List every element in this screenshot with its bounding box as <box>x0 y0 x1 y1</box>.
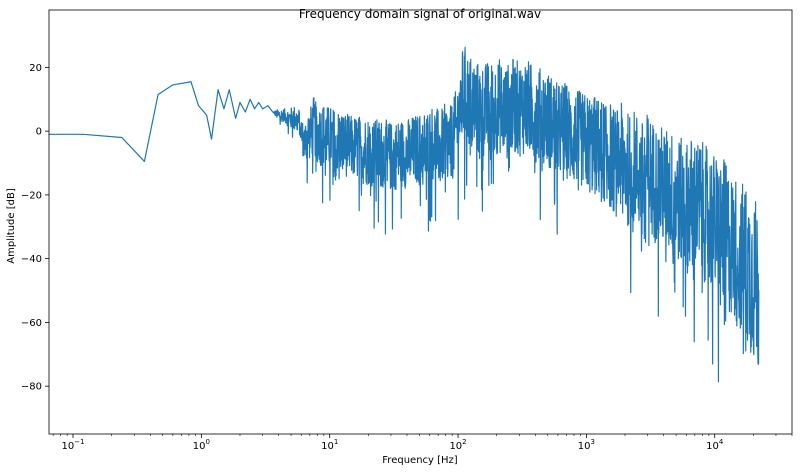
series-group <box>48 46 760 383</box>
y-tick-label: −80 <box>21 382 42 393</box>
y-tick-label: −60 <box>21 318 42 329</box>
y-axis-ticks: 20 0 −20 −40 −60 −80 <box>21 63 49 393</box>
y-tick-label: −20 <box>21 190 42 201</box>
x-tick-label: 103 <box>578 438 595 452</box>
x-axis-ticks: 10−1 100 101 102 103 104 <box>52 434 793 452</box>
x-tick-label: 100 <box>193 438 210 452</box>
y-axis-label: Amplitude [dB] <box>6 188 17 264</box>
plot-area <box>48 46 760 383</box>
y-tick-label: −40 <box>21 254 42 265</box>
y-tick-label: 20 <box>29 63 42 74</box>
x-tick-label: 101 <box>321 438 338 452</box>
x-axis-label: Frequency [Hz] <box>382 455 458 466</box>
x-tick-label: 104 <box>706 438 724 452</box>
x-tick-label: 10−1 <box>61 438 84 452</box>
chart-title: Frequency domain signal of original.wav <box>299 7 541 21</box>
x-tick-label: 102 <box>449 438 466 452</box>
axes-frame <box>48 9 793 435</box>
amplitude-spectrum-line <box>48 46 760 383</box>
y-tick-label: 0 <box>36 127 42 138</box>
